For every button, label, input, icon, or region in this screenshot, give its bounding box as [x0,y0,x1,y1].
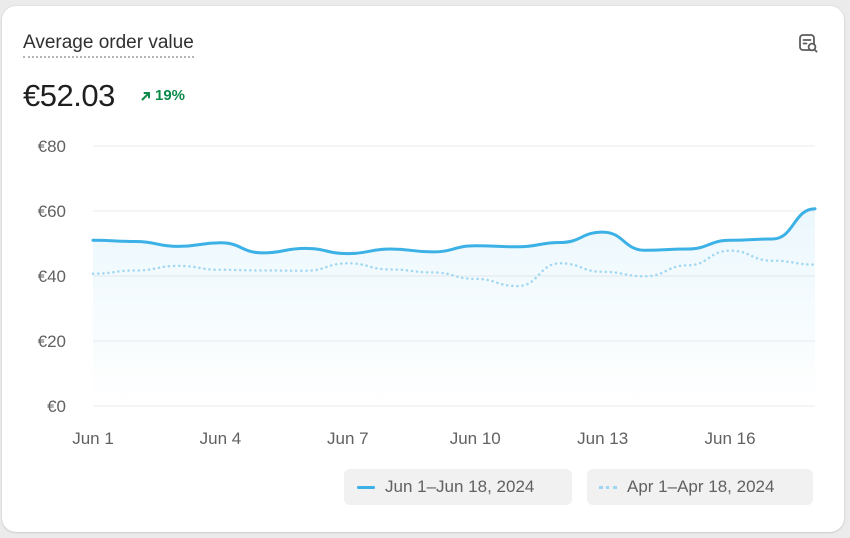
legend-current-period[interactable]: Jun 1–Jun 18, 2024 [344,469,572,505]
x-axis-labels: Jun 1 Jun 4 Jun 7 Jun 10 Jun 13 Jun 16 [72,429,755,448]
arrow-up-right-icon [141,92,150,101]
legend-solid-swatch [357,485,375,489]
legend-label-previous: Apr 1–Apr 18, 2024 [627,477,775,496]
change-badge: 19% [140,86,185,106]
legend-label-current: Jun 1–Jun 18, 2024 [385,477,535,496]
x-tick-label: Jun 13 [577,429,628,448]
explore-report-button[interactable] [796,31,820,55]
x-tick-label: Jun 1 [72,429,114,448]
series-lines [91,207,817,288]
y-tick-label: €0 [47,397,66,416]
card-title[interactable]: Average order value [23,32,194,58]
y-tick-label: €80 [38,137,66,156]
metric-value: €52.03 [23,78,115,113]
series-line-current [91,207,817,256]
y-tick-label: €40 [38,267,66,286]
legend-previous-period[interactable]: Apr 1–Apr 18, 2024 [587,469,813,505]
x-tick-label: Jun 7 [327,429,369,448]
y-axis-labels: €0 €20 €40 €60 €80 [38,137,66,416]
current-area-fill [93,208,815,406]
x-tick-label: Jun 16 [705,429,756,448]
search-report-icon [799,34,818,53]
y-tick-label: €60 [38,202,66,221]
x-tick-label: Jun 10 [450,429,501,448]
series-line-previous [91,249,817,288]
y-tick-label: €20 [38,332,66,351]
change-percent: 19% [155,87,186,104]
x-tick-label: Jun 4 [200,429,242,448]
legend-dotted-swatch [599,485,617,489]
